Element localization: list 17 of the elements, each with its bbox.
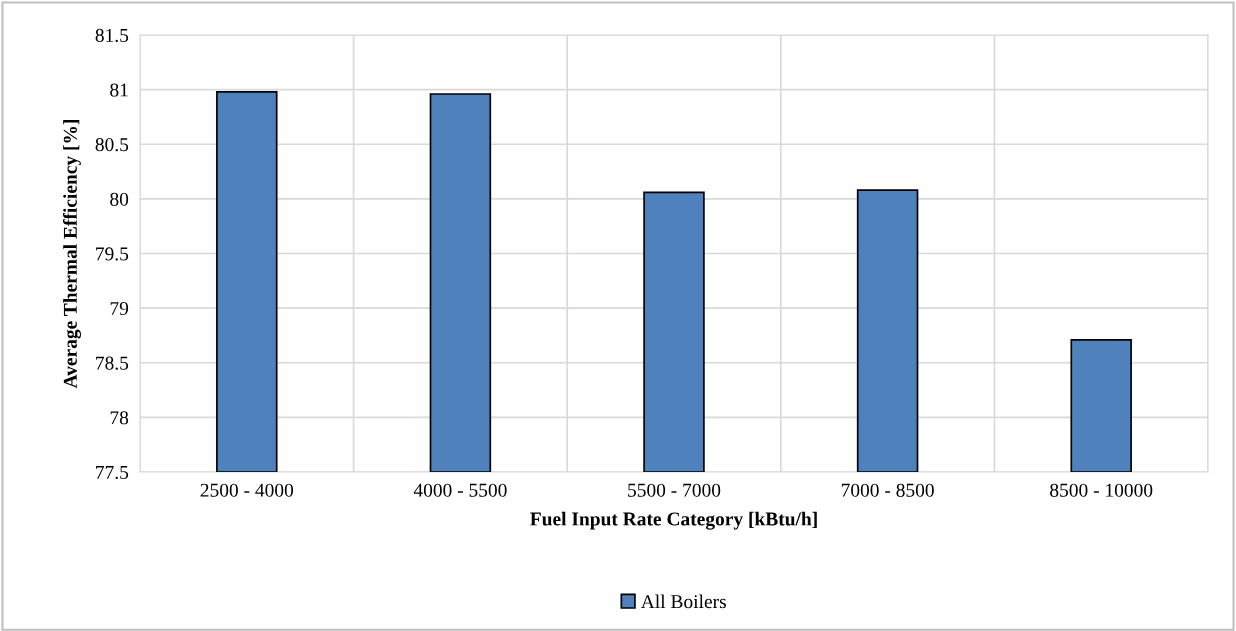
x-tick-label: 7000 - 8500 [841, 483, 934, 497]
legend-label: All Boilers [640, 594, 726, 609]
x-tick-label: 4000 - 5500 [413, 483, 507, 497]
x-tick-label: 8500 - 10000 [1050, 483, 1153, 497]
y-tick-label: 80 [110, 192, 129, 206]
x-tick-label: 5500 - 7000 [628, 483, 721, 497]
y-tick-label: 79 [110, 302, 129, 316]
y-tick-label: 79.5 [96, 247, 129, 261]
y-tick-label: 81.5 [95, 28, 129, 43]
y-tick-label: 81 [110, 83, 128, 97]
y-tick-label: 78 [110, 411, 129, 425]
y-tick-label: 77.5 [96, 466, 129, 480]
y-tick-label: 78.5 [96, 356, 129, 370]
y-axis-title: Average Thermal Efficiency [%] [62, 120, 81, 389]
x-tick-label: 2500 - 4000 [200, 483, 294, 497]
x-axis-title: Fuel Input Rate Category [kBtu/h] [530, 511, 817, 530]
y-tick-label: 80.5 [95, 138, 129, 152]
